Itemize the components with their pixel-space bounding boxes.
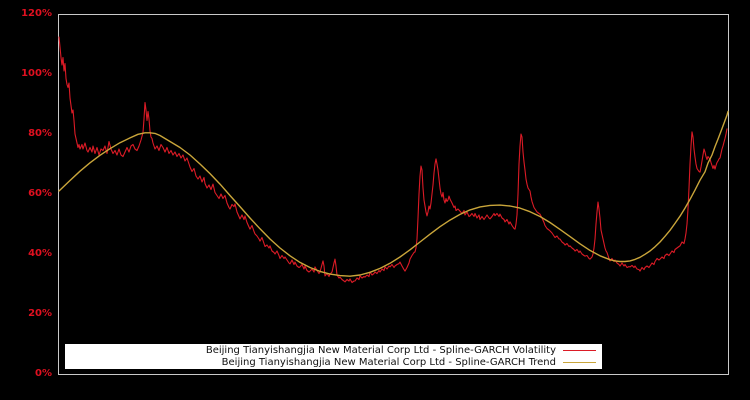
y-axis-tick-label: 80% [28,128,52,139]
legend: Beijing Tianyishangjia New Material Corp… [65,344,602,369]
y-axis-tick-label: 0% [35,368,52,379]
legend-label-volatility: Beijing Tianyishangjia New Material Corp… [205,345,556,356]
y-axis-tick-label: 60% [28,188,52,199]
plot-frame [58,14,729,375]
y-axis-tick-label: 100% [21,68,52,79]
y-axis-tick-label: 40% [28,248,52,259]
y-axis-tick-label: 120% [21,8,52,19]
legend-row-trend: Beijing Tianyishangjia New Material Corp… [65,357,602,369]
trend-line-sample [563,362,596,363]
legend-label-trend: Beijing Tianyishangjia New Material Corp… [221,357,556,368]
legend-row-volatility: Beijing Tianyishangjia New Material Corp… [65,345,602,357]
y-axis-tick-label: 20% [28,308,52,319]
series-line-volatility [58,36,728,284]
volatility-line-sample [563,350,596,351]
series-line-trend [58,110,729,277]
